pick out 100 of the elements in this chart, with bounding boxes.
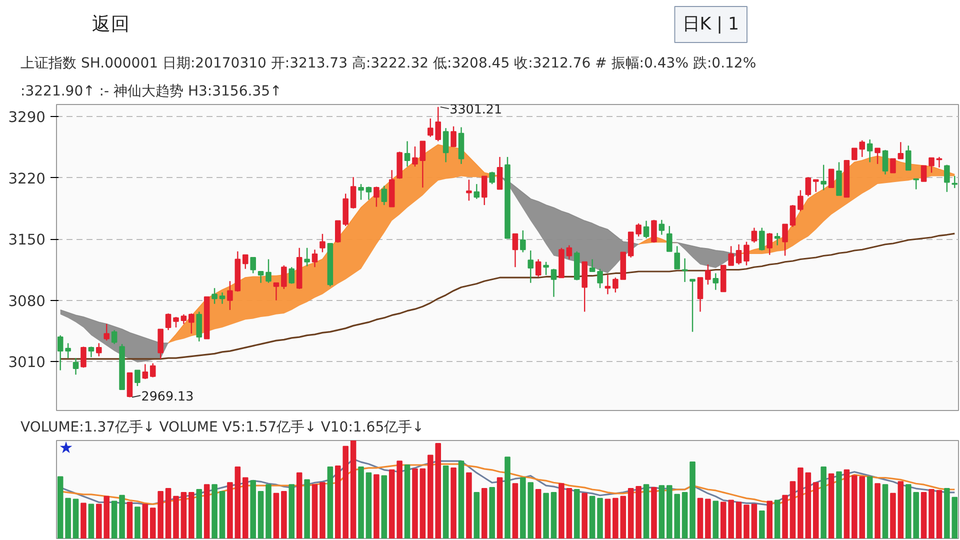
- bar: [404, 464, 410, 538]
- bar: [582, 492, 588, 538]
- bar: [266, 484, 272, 538]
- bar: [682, 492, 688, 538]
- bar: [57, 476, 64, 538]
- bar: [805, 472, 812, 538]
- candlestick: [543, 261, 549, 276]
- chart-title: VOLUME:1.37亿手↓ VOLUME V5:1.57亿手↓ V10:1.65亿手↓: [20, 420, 424, 436]
- candlestick: [651, 219, 657, 244]
- bar: [358, 466, 364, 538]
- candlestick: [697, 277, 704, 312]
- candlestick: [80, 346, 86, 368]
- y-tick-label: 3080: [8, 292, 46, 310]
- bar: [504, 456, 510, 538]
- bar: [234, 466, 241, 538]
- bar: [374, 474, 380, 538]
- bar: [604, 498, 611, 538]
- candlestick: [273, 282, 280, 301]
- bar: [258, 490, 264, 538]
- candlestick: [88, 346, 94, 358]
- candlestick: [281, 264, 287, 290]
- bar: [697, 498, 704, 538]
- candlestick: [898, 141, 904, 160]
- bar: [196, 489, 202, 538]
- candlestick: [589, 258, 596, 272]
- candlestick: [104, 323, 110, 342]
- y-tick-label: 3010: [8, 354, 46, 372]
- bar: [597, 498, 603, 538]
- bar: [312, 484, 318, 538]
- bar: [628, 488, 634, 538]
- bar: [612, 498, 618, 538]
- candlestick: [312, 249, 318, 268]
- bar: [450, 467, 456, 538]
- bar: [250, 480, 256, 538]
- candlestick: [288, 266, 295, 284]
- candlestick: [712, 272, 719, 290]
- bar: [759, 510, 765, 538]
- bar: [705, 498, 711, 538]
- bar: [844, 469, 850, 538]
- candlestick: [126, 372, 133, 398]
- bar: [890, 492, 896, 538]
- candlestick: [350, 176, 356, 210]
- candlestick: [496, 156, 503, 190]
- bar: [535, 489, 542, 538]
- annotation: 2969.13: [141, 388, 194, 404]
- line-series: [60, 232, 956, 360]
- candlestick: [450, 126, 456, 148]
- bar: [204, 484, 210, 538]
- candlestick: [643, 220, 650, 239]
- bar: [820, 466, 826, 538]
- bar: [489, 487, 495, 538]
- bar: [72, 498, 79, 538]
- candlestick: [381, 185, 388, 206]
- bar: [643, 484, 650, 538]
- candlestick: [705, 264, 711, 286]
- bar: [712, 500, 719, 538]
- bar: [242, 477, 248, 538]
- bar: [620, 496, 626, 538]
- bar: [296, 472, 302, 538]
- bar: [304, 479, 310, 538]
- y-tick-label: 3150: [8, 232, 46, 249]
- bar: [828, 473, 834, 538]
- bar: [751, 504, 758, 538]
- bar: [481, 488, 488, 538]
- y-tick-label: 3220: [8, 170, 46, 188]
- bar: [165, 488, 172, 538]
- bar: [420, 468, 426, 538]
- bar: [920, 492, 927, 538]
- candlestick: [374, 186, 380, 208]
- bar: [219, 490, 226, 538]
- candlestick: [535, 258, 542, 278]
- candlestick: [250, 256, 256, 274]
- bar: [212, 484, 218, 538]
- bar: [558, 483, 564, 538]
- annotation: 3301.21: [450, 102, 502, 117]
- bar: [496, 477, 503, 538]
- bar: [227, 482, 233, 538]
- candlestick: [550, 268, 557, 298]
- bar: [636, 486, 642, 538]
- bar: [512, 483, 518, 538]
- candlestick: [358, 183, 364, 200]
- bar: [173, 496, 179, 538]
- bar: [80, 502, 86, 538]
- bar: [396, 460, 402, 538]
- candlestick: [180, 314, 187, 325]
- bar: [744, 504, 750, 538]
- candlestick: [442, 128, 449, 163]
- candlestick: [304, 247, 310, 267]
- y-tick-label: 3290: [8, 109, 46, 126]
- candlestick: [196, 311, 202, 342]
- candlestick: [466, 179, 472, 202]
- candlestick: [57, 334, 64, 371]
- bar: [566, 488, 572, 538]
- bar: [327, 466, 334, 538]
- candlestick: [728, 246, 734, 266]
- candlestick: [412, 146, 418, 168]
- chart-title: 上证指数 SH.000001 日期:20170310 开:3213.73 高:3222.32 低:3208.45 收:3212.76 # 振幅:0.43% 跌:0.12%: [20, 56, 756, 72]
- candlestick: [666, 225, 672, 252]
- chart-subtitle: :3221.90↑ :- 神仙大趋势 H3:3156.35↑: [20, 84, 282, 100]
- bar: [944, 488, 950, 538]
